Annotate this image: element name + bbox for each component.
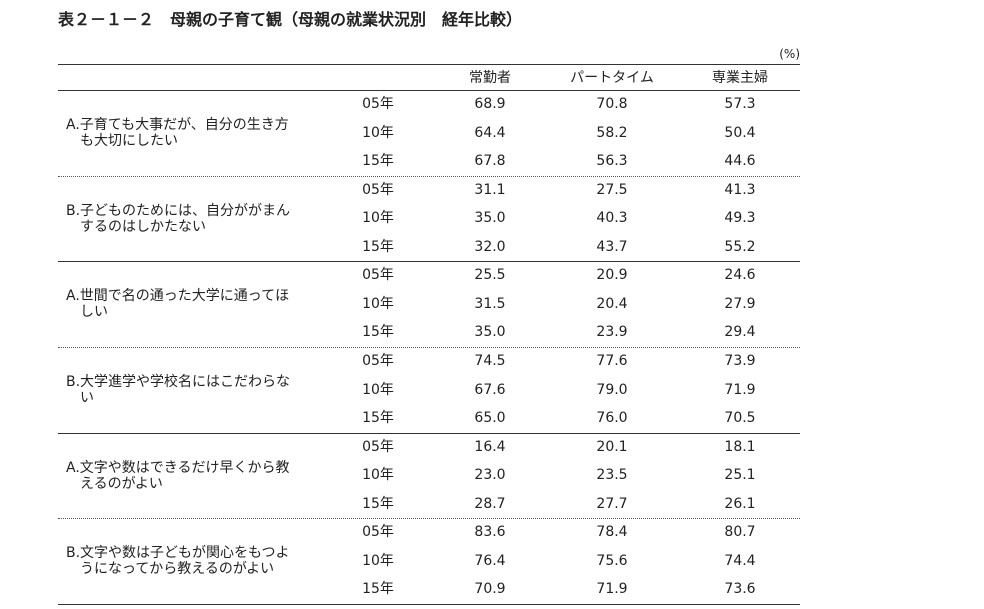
cell: 80.7 [724,524,756,541]
cell: 28.7 [474,495,506,512]
row-label: A.子育ても大事だが、自分の生き方 [66,116,289,133]
cell: 20.9 [596,267,628,284]
year: 05年 [362,267,394,284]
cell: 40.3 [596,210,628,227]
column-header: パートタイム [570,70,654,86]
cell: 74.4 [724,552,756,569]
year: 10年 [362,295,394,312]
year: 05年 [362,438,394,455]
row-label: も大切にしたい [80,132,178,149]
rule [58,347,800,348]
cell: 20.1 [596,438,628,455]
year: 10年 [362,124,394,141]
row-label: い [80,389,94,406]
cell: 25.5 [474,267,506,284]
cell: 29.4 [724,324,756,341]
rule [58,90,800,91]
row-label: A.文字や数はできるだけ早くから教 [66,459,290,476]
year: 05年 [362,181,394,198]
cell: 43.7 [596,238,628,255]
row-label: B.大学進学や学校名にはこだわらな [66,373,291,390]
year: 15年 [362,581,394,598]
rule [58,175,800,177]
cell: 58.2 [596,124,628,141]
title: 表２－１－２ 母親の子育て観（母親の就業状況別 経年比較） [58,10,523,29]
cell: 31.5 [474,295,506,312]
rule [58,604,800,605]
rule [58,518,800,520]
cell: 78.4 [596,524,628,541]
cell: 27.5 [596,181,628,198]
cell: 35.0 [474,210,506,227]
row-label: するのはしかたない [80,218,206,235]
year: 10年 [362,552,394,569]
year: 15年 [362,495,394,512]
column-header: 専業主婦 [712,70,768,86]
cell: 71.9 [724,381,756,398]
cell: 25.1 [724,467,756,484]
cell: 35.0 [474,324,506,341]
cell: 79.0 [596,381,628,398]
cell: 76.4 [474,552,506,569]
cell: 57.3 [724,96,756,112]
rule [58,261,800,263]
year: 15年 [362,238,394,255]
cell: 20.4 [596,295,628,312]
cell: 71.9 [596,581,628,598]
row-label: えるのがよい [80,475,163,492]
cell: 73.6 [724,581,756,598]
cell: 23.0 [474,467,506,484]
cell: 50.4 [724,124,756,141]
cell: 70.5 [724,410,756,426]
cell: 44.6 [724,153,756,169]
year: 15年 [362,324,394,341]
cell: 74.5 [474,353,506,369]
cell: 31.1 [474,181,506,198]
year: 05年 [362,353,394,369]
cell: 64.4 [474,124,506,141]
cell: 41.3 [724,181,756,198]
cell: 70.9 [474,581,506,598]
rule [58,64,800,65]
cell: 23.5 [596,467,628,484]
cell: 67.6 [474,381,506,398]
year: 10年 [362,381,394,398]
cell: 68.9 [474,96,506,112]
cell: 16.4 [474,438,506,455]
year: 15年 [362,410,394,426]
cell: 32.0 [474,238,506,255]
year: 15年 [362,153,394,169]
year: 10年 [362,467,394,484]
row-label: B.文字や数は子どもが関心をもつよ [66,545,290,562]
cell: 56.3 [596,153,628,169]
rule [58,432,800,434]
column-header: 常勤者 [469,70,511,86]
cell: 23.9 [596,324,628,341]
cell: 70.8 [596,96,628,112]
cell: 76.0 [596,410,628,426]
cell: 27.9 [724,295,756,312]
year: 10年 [362,210,394,227]
cell: 73.9 [724,353,756,369]
cell: 55.2 [724,238,756,255]
unit: (%) [779,47,800,61]
row-label: しい [80,304,108,321]
year: 05年 [362,96,394,112]
cell: 49.3 [724,210,756,227]
cell: 75.6 [596,552,628,569]
cell: 18.1 [724,438,756,455]
row-label: うになってから教えるのがよい [80,561,275,578]
year: 05年 [362,524,394,541]
cell: 77.6 [596,353,628,369]
row-label: A.世間で名の通った大学に通ってほ [66,288,290,305]
cell: 67.8 [474,153,506,169]
cell: 27.7 [596,495,628,512]
row-label: B.子どものためには、自分ががまん [66,202,291,219]
cell: 26.1 [724,495,756,512]
cell: 24.6 [724,267,756,284]
cell: 65.0 [474,410,506,426]
cell: 83.6 [474,524,506,541]
